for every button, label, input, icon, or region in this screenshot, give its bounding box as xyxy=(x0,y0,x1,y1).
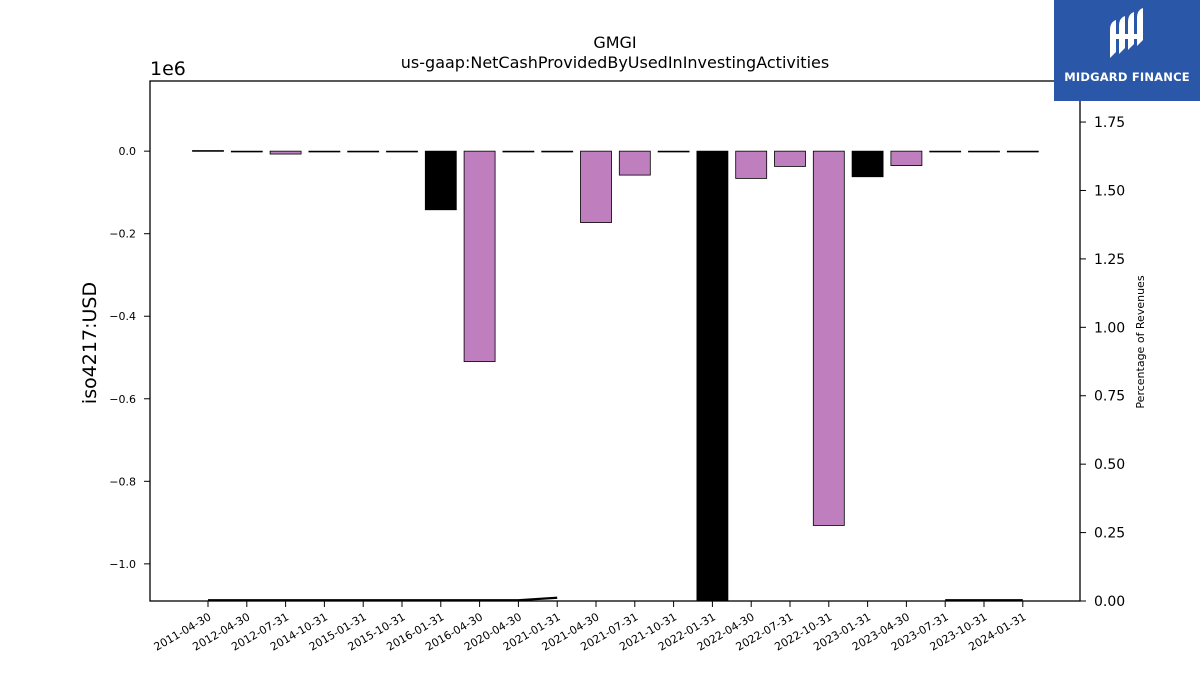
bar-2023-04-30 xyxy=(890,150,923,167)
bar-2022-04-30 xyxy=(735,150,768,179)
bar-2021-01-31 xyxy=(541,150,574,153)
y2-tick-label: 0.75 xyxy=(1094,389,1125,405)
bar-2023-07-31 xyxy=(929,150,962,153)
bar-2023-10-31 xyxy=(968,150,1000,153)
bar-2016-04-30 xyxy=(463,150,496,363)
bar-2021-07-31 xyxy=(618,150,651,176)
y2-tick-label: 1.50 xyxy=(1094,183,1125,199)
chart-title: GMGI xyxy=(593,33,636,52)
y-offset-label: 1e6 xyxy=(150,58,186,80)
bar-2022-07-31 xyxy=(774,150,806,167)
bar-2022-10-31 xyxy=(812,150,845,526)
bar-2024-01-31 xyxy=(1006,150,1039,153)
y-axis-label: iso4217:USD xyxy=(79,282,101,404)
y-axis-left: 0.0 −0.2 −0.4 −0.6 −0.8 −1.0 xyxy=(109,145,150,571)
y-tick-label: −0.4 xyxy=(109,310,136,323)
bar-2020-04-30 xyxy=(502,150,535,153)
pct-line-layer xyxy=(208,596,1023,602)
y2-tick-label: 1.75 xyxy=(1094,115,1125,131)
bar-2015-01-31 xyxy=(347,150,380,153)
y-tick-label: −0.2 xyxy=(109,228,136,241)
bars-layer xyxy=(192,150,1039,602)
bar-2023-01-31 xyxy=(851,150,884,178)
y-tick-label: −0.8 xyxy=(109,475,136,488)
y-tick-label: −0.6 xyxy=(109,393,136,406)
bar-2012-04-30 xyxy=(230,150,263,153)
y2-tick-label: 1.25 xyxy=(1094,252,1125,268)
logo-text: MIDGARD FINANCE xyxy=(1064,70,1190,84)
bar-2021-04-30 xyxy=(580,150,612,223)
y-axis-right: 0.00 0.25 0.50 0.75 1.00 1.25 1.50 1.75 xyxy=(1080,115,1125,610)
bar-2021-10-31 xyxy=(657,150,690,153)
y-tick-label: 0.0 xyxy=(119,145,137,158)
plot-frame xyxy=(149,80,1081,602)
brand-logo: MIDGARD FINANCE xyxy=(1054,0,1200,101)
y2-tick-label: 0.25 xyxy=(1094,526,1125,542)
y2-tick-label: 0.50 xyxy=(1094,457,1125,473)
bar-2022-01-31 xyxy=(696,150,729,602)
bar-2015-10-31 xyxy=(386,150,418,153)
logo-mark-icon xyxy=(1110,8,1143,58)
y2-axis-label: Percentage of Revenues xyxy=(1134,275,1147,408)
bar-2014-10-31 xyxy=(308,150,341,153)
x-axis: 2011-04-302012-04-302012-07-312014-10-31… xyxy=(152,601,1028,654)
bar-2012-07-31 xyxy=(269,150,302,155)
pct-revenue-line xyxy=(208,596,558,602)
chart-subtitle: us-gaap:NetCashProvidedByUsedInInvesting… xyxy=(401,53,829,72)
bar-2016-01-31 xyxy=(424,150,457,211)
y-tick-label: −1.0 xyxy=(109,558,136,571)
y2-tick-label: 1.00 xyxy=(1094,320,1125,336)
bar-2011-04-30 xyxy=(192,150,224,152)
y2-tick-label: 0.00 xyxy=(1094,594,1125,610)
